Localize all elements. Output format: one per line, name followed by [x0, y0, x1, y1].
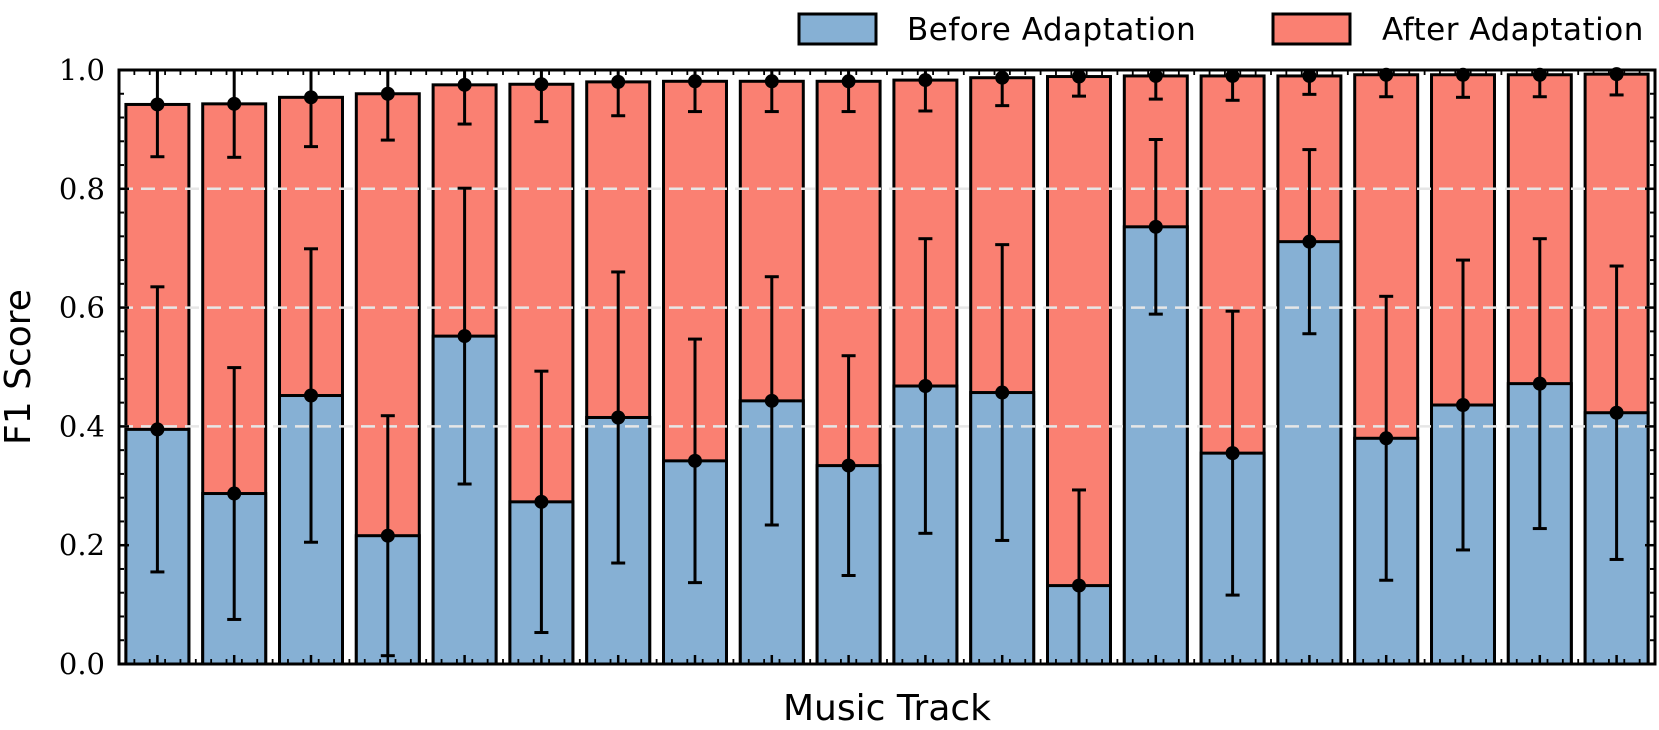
point-before-16 [1302, 234, 1317, 249]
point-before-2 [227, 486, 242, 501]
point-after-7 [611, 74, 626, 89]
grid-layer [119, 187, 1655, 428]
x-axis-title: Music Track [783, 688, 991, 729]
point-before-13 [1072, 578, 1086, 593]
point-after-10 [841, 74, 856, 89]
point-before-1 [150, 422, 165, 437]
point-before-3 [304, 388, 318, 403]
point-before-6 [534, 494, 549, 509]
ytick-label: 0.6 [59, 291, 105, 325]
point-before-9 [764, 393, 779, 408]
point-after-4 [380, 86, 395, 101]
legend-swatch-before [797, 12, 878, 46]
point-after-8 [688, 74, 702, 89]
point-after-3 [304, 90, 318, 105]
point-before-5 [457, 329, 472, 344]
point-before-18 [1456, 398, 1470, 413]
point-after-5 [457, 77, 472, 92]
legend-swatch-after [1271, 12, 1352, 46]
error-bars-layer [150, 67, 1624, 664]
axes-layer: 0.0 0.2 0.4 0.6 0.8 1.0 [59, 53, 1657, 681]
point-before-20 [1609, 405, 1624, 420]
point-before-15 [1225, 446, 1240, 461]
point-before-12 [995, 385, 1010, 400]
legend: Before Adaptation After Adaptation [797, 12, 1644, 48]
point-after-6 [534, 77, 549, 92]
point-after-9 [764, 74, 779, 89]
point-before-17 [1379, 431, 1394, 446]
point-before-8 [688, 453, 702, 468]
ytick-label: 0.2 [59, 528, 105, 562]
plot-frame [117, 68, 1657, 666]
point-before-10 [841, 458, 856, 473]
point-after-11 [918, 73, 933, 88]
point-before-14 [1148, 219, 1163, 234]
point-after-2 [227, 96, 242, 111]
ytick-label: 0.0 [59, 647, 105, 681]
legend-label-before: Before Adaptation [907, 12, 1196, 48]
ytick-label: 0.8 [59, 172, 105, 206]
bars-layer [124, 72, 1650, 666]
point-before-19 [1532, 376, 1547, 391]
ytick-label: 0.4 [59, 409, 105, 443]
point-after-1 [150, 97, 165, 112]
point-before-11 [918, 379, 933, 394]
point-before-4 [380, 528, 395, 543]
y-axis-title: F1 Score [0, 289, 39, 445]
point-before-7 [611, 410, 626, 425]
ytick-label: 1.0 [59, 53, 105, 87]
legend-label-after: After Adaptation [1382, 12, 1644, 48]
